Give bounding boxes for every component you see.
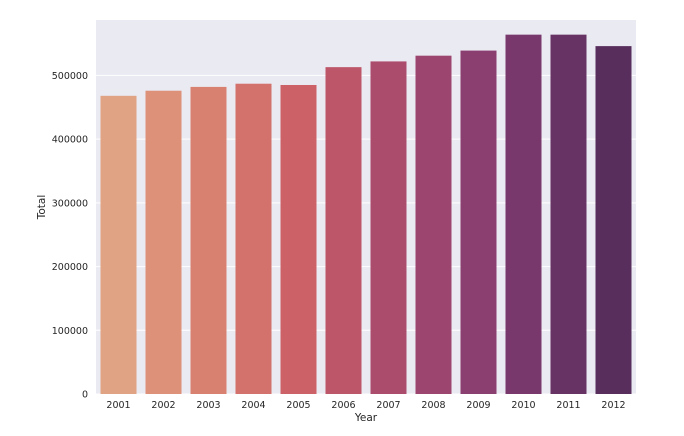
bar-2005 — [280, 84, 317, 395]
bar-2012 — [595, 46, 632, 395]
bar-2009 — [460, 50, 497, 395]
bar-2011 — [550, 34, 587, 394]
x-axis-ticks: 2001 2002 2003 2004 2005 2006 2007 2008 2009 2010… — [106, 400, 625, 411]
bar-2010 — [505, 34, 542, 394]
y-tick-label: 100000 — [52, 326, 88, 337]
y-tick-label: 400000 — [52, 135, 88, 146]
y-axis-title: Total — [36, 195, 48, 221]
bar-2008 — [415, 55, 452, 395]
y-tick-label: 500000 — [52, 71, 88, 82]
x-tick-label: 2010 — [511, 400, 535, 411]
x-tick-label: 2007 — [376, 400, 400, 411]
grid-lines — [96, 74, 636, 395]
y-tick-label: 300000 — [52, 198, 88, 209]
bar-2007 — [370, 61, 407, 394]
x-tick-label: 2012 — [601, 400, 625, 411]
x-tick-label: 2004 — [241, 400, 265, 411]
bar-2003 — [190, 86, 227, 395]
x-axis-title: Year — [354, 412, 378, 424]
x-tick-label: 2011 — [556, 400, 580, 411]
y-tick-label: 200000 — [52, 262, 88, 273]
x-tick-label: 2009 — [466, 400, 490, 411]
x-tick-label: 2008 — [421, 400, 445, 411]
x-tick-label: 2001 — [106, 400, 130, 411]
bar-2006 — [325, 67, 362, 395]
x-tick-label: 2005 — [286, 400, 310, 411]
bars — [100, 34, 632, 395]
y-axis-ticks: 0 100000 200000 300000 400000 500000 — [52, 71, 88, 401]
y-tick-label: 0 — [82, 390, 88, 401]
plot-area — [96, 20, 636, 394]
x-tick-label: 2002 — [151, 400, 175, 411]
bar-2004 — [235, 83, 272, 394]
x-tick-label: 2006 — [331, 400, 355, 411]
bar-2001 — [100, 95, 137, 394]
x-tick-label: 2003 — [196, 400, 220, 411]
bar-2002 — [145, 90, 182, 394]
